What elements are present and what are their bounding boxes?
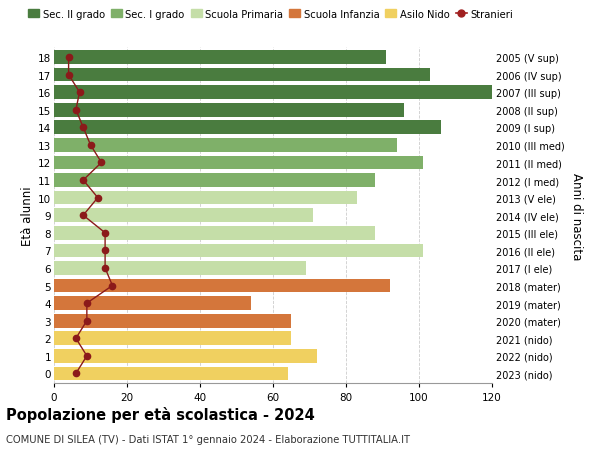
Bar (54, 279, 390, 293)
Bar (54, 104, 404, 118)
Text: Popolazione per età scolastica - 2024: Popolazione per età scolastica - 2024 (6, 406, 315, 422)
Bar (54, 51, 386, 65)
Bar (54, 297, 251, 310)
Bar (54, 139, 397, 152)
Bar (54, 262, 306, 275)
Bar (54, 86, 492, 100)
Bar (54, 191, 357, 205)
Legend: Sec. II grado, Sec. I grado, Scuola Primaria, Scuola Infanzia, Asilo Nido, Stran: Sec. II grado, Sec. I grado, Scuola Prim… (28, 10, 513, 20)
Bar (54, 174, 375, 187)
Text: COMUNE DI SILEA (TV) - Dati ISTAT 1° gennaio 2024 - Elaborazione TUTTITALIA.IT: COMUNE DI SILEA (TV) - Dati ISTAT 1° gen… (6, 434, 410, 444)
Bar (54, 68, 430, 82)
Bar (54, 349, 317, 363)
Bar (54, 156, 422, 170)
Y-axis label: Età alunni: Età alunni (21, 186, 34, 246)
Y-axis label: Anni di nascita: Anni di nascita (571, 172, 583, 259)
Bar (54, 367, 287, 381)
Bar (54, 226, 375, 240)
Bar (54, 314, 291, 328)
Bar (54, 121, 441, 135)
Bar (54, 209, 313, 223)
Bar (54, 332, 291, 345)
Bar (54, 244, 422, 257)
